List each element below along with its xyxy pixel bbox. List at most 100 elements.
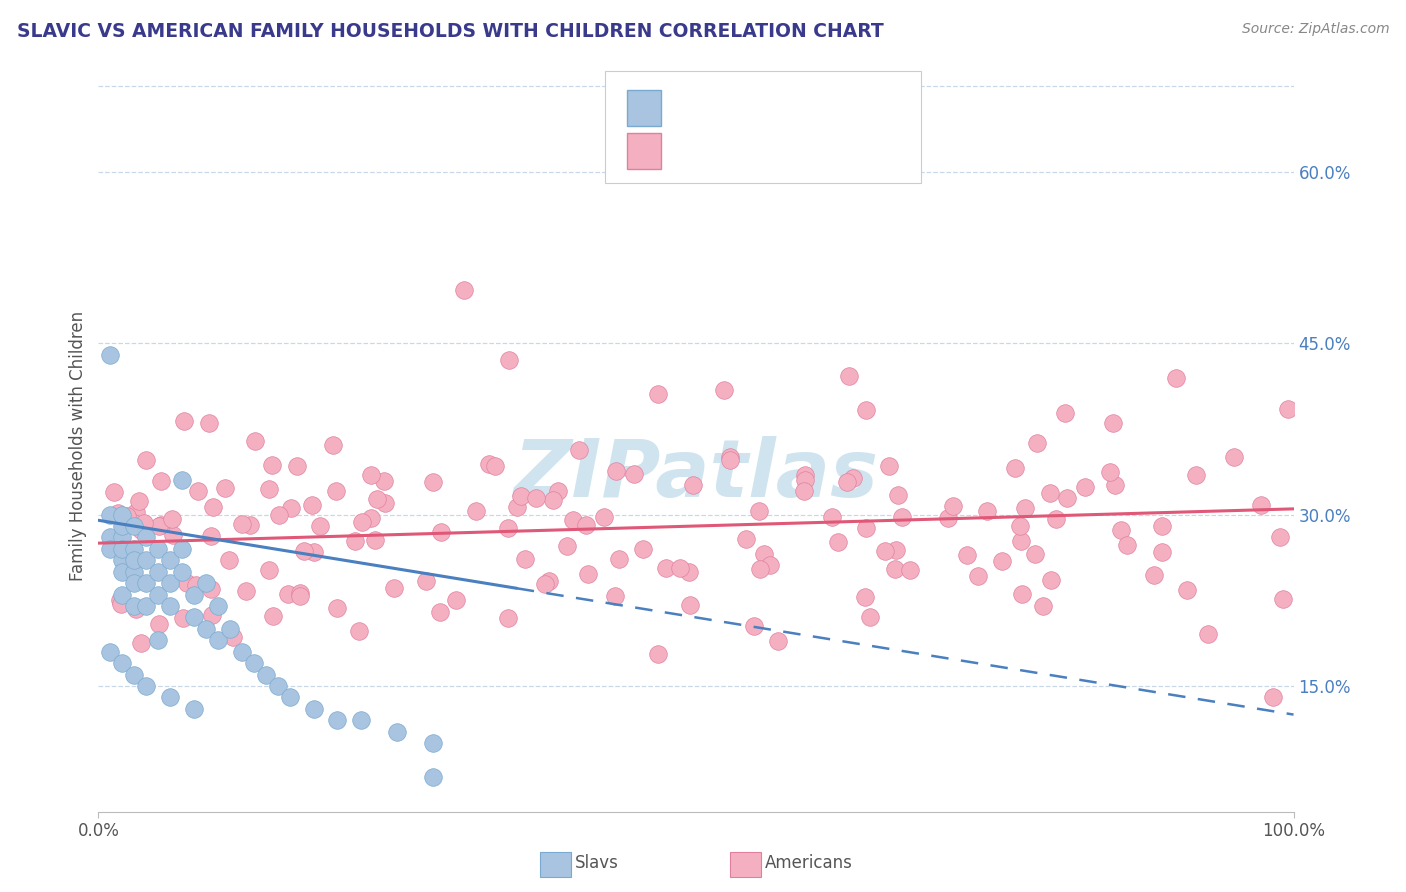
Point bbox=[245, 434, 267, 449]
Point bbox=[159, 690, 181, 705]
Point bbox=[288, 586, 311, 600]
Point bbox=[422, 475, 444, 489]
Point bbox=[122, 516, 145, 531]
Point bbox=[547, 483, 569, 498]
Point bbox=[576, 567, 599, 582]
Point bbox=[1099, 466, 1122, 480]
Point bbox=[1261, 690, 1284, 705]
Point bbox=[429, 605, 451, 619]
Point bbox=[129, 636, 152, 650]
Point bbox=[360, 468, 382, 483]
Point bbox=[98, 530, 122, 544]
Point bbox=[108, 593, 131, 607]
Point bbox=[1026, 436, 1049, 450]
Point bbox=[682, 478, 704, 492]
Point bbox=[568, 442, 591, 457]
Point bbox=[1150, 545, 1173, 559]
Point bbox=[524, 491, 547, 506]
Point bbox=[842, 471, 865, 485]
Point bbox=[269, 508, 291, 523]
Point bbox=[1109, 523, 1132, 537]
Point bbox=[172, 541, 194, 556]
Point bbox=[593, 510, 616, 524]
Text: -0.081: -0.081 bbox=[716, 99, 773, 117]
Point bbox=[446, 593, 468, 607]
Point bbox=[207, 599, 229, 613]
Point bbox=[103, 484, 125, 499]
Point bbox=[262, 608, 284, 623]
Point bbox=[159, 576, 181, 591]
Point bbox=[111, 508, 134, 522]
Point bbox=[887, 488, 910, 502]
Point bbox=[218, 552, 240, 566]
Point bbox=[257, 482, 280, 496]
Point bbox=[201, 607, 224, 622]
Point bbox=[135, 576, 157, 591]
Point bbox=[678, 565, 700, 579]
Point bbox=[557, 539, 579, 553]
Point bbox=[734, 533, 756, 547]
Point bbox=[679, 599, 702, 613]
Point bbox=[1277, 402, 1299, 417]
Point bbox=[150, 518, 173, 533]
Point bbox=[430, 525, 453, 540]
Point bbox=[633, 541, 655, 556]
Point bbox=[967, 569, 990, 583]
Point bbox=[385, 724, 409, 739]
Point bbox=[360, 511, 382, 525]
Point bbox=[219, 622, 242, 636]
Point bbox=[124, 599, 146, 613]
Point bbox=[343, 533, 366, 548]
Point bbox=[162, 527, 184, 541]
Point bbox=[1073, 480, 1095, 494]
Point bbox=[124, 565, 146, 579]
Point bbox=[198, 416, 221, 430]
Point bbox=[561, 513, 583, 527]
Point bbox=[1024, 547, 1046, 561]
Point bbox=[498, 353, 520, 368]
Point bbox=[1004, 461, 1026, 475]
Text: 55: 55 bbox=[831, 99, 853, 117]
Point bbox=[366, 492, 388, 507]
Point bbox=[214, 481, 236, 495]
Text: R =: R = bbox=[673, 142, 713, 160]
Point bbox=[382, 581, 405, 595]
Point bbox=[1039, 573, 1062, 587]
Point bbox=[148, 633, 170, 648]
Point bbox=[135, 599, 157, 613]
Point bbox=[132, 516, 155, 531]
Point bbox=[1152, 518, 1174, 533]
Point bbox=[347, 624, 370, 638]
Text: 0.101: 0.101 bbox=[716, 142, 772, 160]
Point bbox=[655, 561, 678, 575]
Point bbox=[160, 512, 183, 526]
Point bbox=[1102, 417, 1125, 431]
Point bbox=[752, 547, 775, 561]
Point bbox=[853, 590, 876, 604]
Point bbox=[285, 459, 308, 474]
Point bbox=[111, 565, 134, 579]
Point bbox=[350, 714, 373, 728]
Point bbox=[302, 545, 325, 559]
Point bbox=[936, 511, 959, 525]
Point bbox=[506, 500, 529, 514]
Point bbox=[821, 510, 844, 524]
Point bbox=[254, 667, 277, 681]
Point bbox=[605, 589, 627, 603]
Point bbox=[886, 543, 908, 558]
Text: N =: N = bbox=[790, 142, 830, 160]
Point bbox=[976, 503, 998, 517]
Point bbox=[859, 609, 882, 624]
Point bbox=[308, 519, 330, 533]
Point bbox=[956, 548, 979, 562]
Point bbox=[98, 348, 122, 362]
Text: R =: R = bbox=[673, 99, 713, 117]
Point bbox=[148, 565, 170, 579]
Text: Americans: Americans bbox=[765, 855, 852, 872]
Point bbox=[1045, 512, 1067, 526]
Point bbox=[742, 618, 765, 632]
Point bbox=[464, 504, 486, 518]
Point bbox=[195, 576, 218, 591]
Point bbox=[607, 551, 630, 566]
Point bbox=[766, 634, 789, 648]
